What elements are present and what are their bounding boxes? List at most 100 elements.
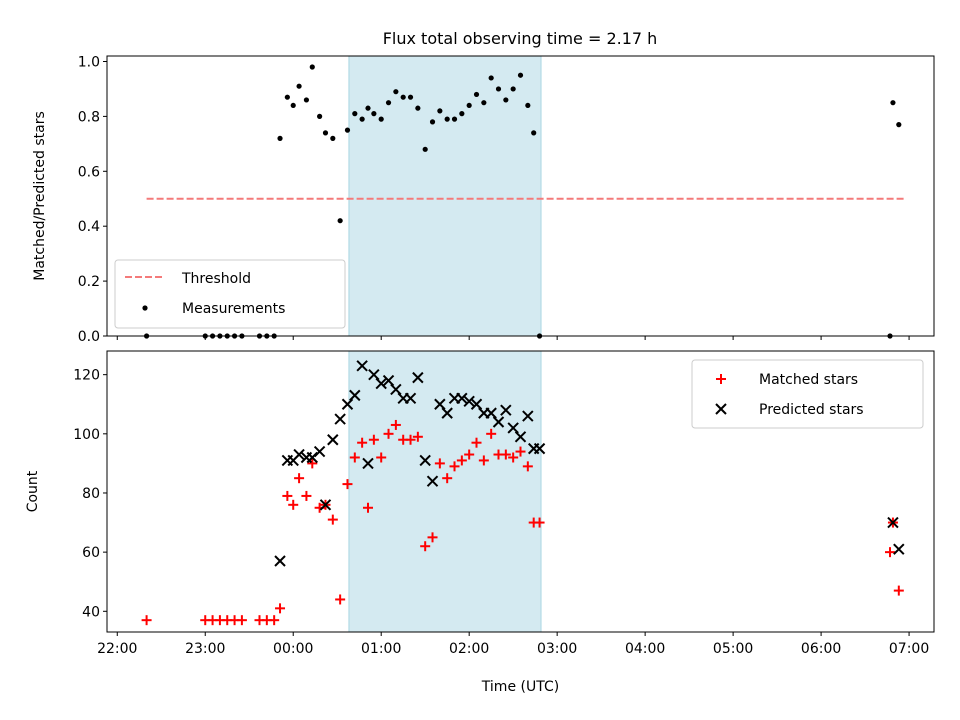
predicted-star-point [434,398,446,410]
measurement-point [277,135,283,141]
matched-star-point [449,461,460,472]
count-xtick-label: 01:00 [361,641,401,657]
predicted-star-point [492,416,505,428]
ratio-panel-frame [106,55,935,337]
predicted-star-point [382,374,395,387]
measurement-point [296,83,302,89]
ratio-panel-legend: Threshold Measurements [114,259,346,329]
shaded-interval [348,350,542,633]
measurement-point [481,100,487,106]
matched-star-point [420,541,431,552]
count-xtick-label: 06:00 [801,641,841,657]
legend-predicted-label: Predicted stars [759,402,864,418]
count-xtick-label: 23:00 [185,641,225,657]
measurement-point [400,94,406,100]
predicted-star-point [313,445,326,458]
predicted-star-point [368,368,380,381]
matched-star-point [269,615,280,626]
count-xtick-label: 00:00 [273,641,313,657]
count-panel-legend: Matched stars Predicted stars [691,359,924,429]
count-xtick-label: 07:00 [889,641,929,657]
matched-star-point [357,437,368,448]
count-xtick-label: 22:00 [97,641,137,657]
matched-star-point [486,428,497,439]
predicted-star-point [507,422,519,434]
measurement-point [393,89,399,95]
measurement-point [284,94,290,100]
matched-star-point [471,437,482,448]
matched-star-point [368,434,379,445]
matched-star-point [405,434,416,445]
ratio-ytick-label: 0.8 [78,109,100,125]
measurement-point [378,116,384,122]
predicted-star-point [349,389,361,402]
matched-star-point [427,532,438,543]
count-panel-xlabel: Time (UTC) [481,679,559,695]
matched-star-point [500,449,511,460]
legend-box [114,259,346,329]
count-panel-ticks: 40 60 80 100 120 22:00 23:00 00:00 01:00 02:00 03:… [73,368,929,657]
predicted-star-point [412,371,424,384]
legend-measurements-swatch [142,305,148,311]
measurement-point [473,91,480,98]
matched-star-point [508,452,519,463]
measurement-point [385,100,392,106]
ratio-panel: 0.0 0.2 0.4 0.6 0.8 1.0 Matched/Predicted sta… [32,54,935,345]
matched-star-point [327,514,338,525]
matched-star-point [515,446,526,457]
matched-star-point [363,502,374,513]
predicted-star-point [306,451,318,464]
matched-star-point [294,473,305,484]
matched-star-point [383,428,394,439]
measurement-point [371,111,377,117]
legend-predicted-swatch [715,403,727,415]
matched-star-point [275,603,286,614]
predicted-star-point [404,392,417,405]
ratio-ytick-label: 1.0 [78,54,100,70]
predicted-star-point [533,442,546,455]
matched-star-point [307,458,318,469]
ratio-ytick-label: 0.6 [78,164,100,180]
count-xtick-label: 04:00 [625,641,665,657]
predicted-star-point [334,413,346,425]
measurement-point [330,135,336,141]
measurement-point [890,100,896,106]
measurement-point [459,111,465,117]
matched-star-point [342,479,353,490]
count-panel-frame [106,350,935,633]
matched-star-point [522,461,533,472]
predicted-star-point [470,398,483,410]
predicted-star-point [356,360,368,372]
observing-interval-shade [348,55,542,337]
predicted-star-point [893,543,905,555]
measurement-point [359,116,365,122]
measurement-point [495,86,502,92]
measurement-point [337,218,343,224]
legend-threshold-label: Threshold [181,271,251,287]
count-ytick-label: 60 [82,545,100,561]
count-xtick-label: 03:00 [537,641,577,657]
count-ytick-label: 120 [73,368,100,384]
measurement-point [407,94,414,100]
measurement-point [525,102,531,109]
count-xtick-label: 02:00 [449,641,489,657]
predicted-star-point [500,404,512,416]
matched-star-point [282,490,293,501]
measurements-series [143,64,902,339]
count-ytick-label: 40 [82,604,100,620]
matched-star-point [434,458,445,469]
predicted-stars-series [274,360,905,567]
measurement-point [444,116,450,122]
matched-star-point [236,615,247,626]
measurement-point [317,113,323,119]
ratio-panel-ylabel: Matched/Predicted stars [32,111,48,281]
matched-star-point [390,419,401,430]
matched-star-point [534,517,545,528]
measurement-point [365,105,371,111]
shaded-interval [348,55,542,337]
count-panel-ylabel: Count [25,470,41,512]
legend-matched-label: Matched stars [759,372,858,388]
measurement-point [422,146,428,152]
matched-star-point [288,499,299,510]
